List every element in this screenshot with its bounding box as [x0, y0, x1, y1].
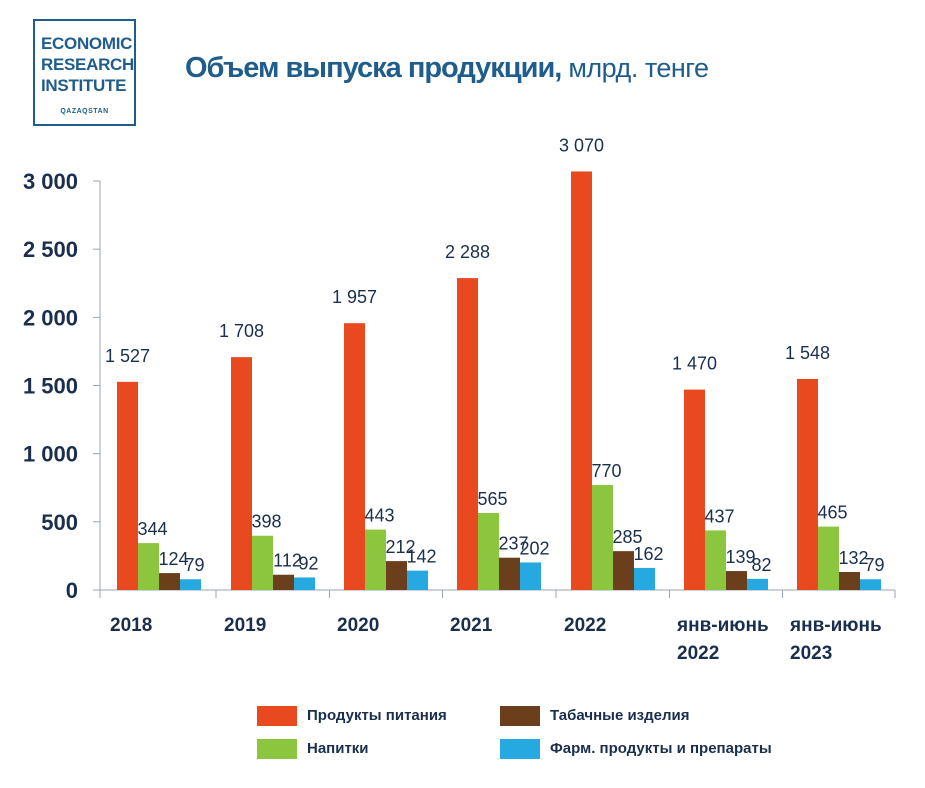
x-tick-label: 2020: [337, 615, 379, 636]
bar: [180, 579, 201, 590]
y-tick-label: 2 000: [23, 305, 78, 330]
bar: [457, 278, 478, 590]
bar: [138, 543, 159, 590]
logo-line-3: INSTITUTE: [41, 76, 127, 95]
x-tick-label: 2021: [450, 615, 493, 636]
bar: [386, 561, 407, 590]
chart-title: Объем выпуска продукции, млрд. тенге: [185, 52, 709, 85]
bar: [747, 578, 768, 590]
bar: [684, 389, 705, 590]
bar: [478, 512, 499, 590]
data-label: 770: [591, 461, 621, 481]
legend-swatch: [500, 706, 540, 726]
data-label: 237: [498, 534, 528, 554]
bar: [705, 530, 726, 590]
bar: [231, 357, 252, 590]
data-label: 202: [519, 538, 549, 558]
bar: [344, 323, 365, 590]
bar: [839, 572, 860, 590]
bar: [797, 378, 818, 590]
logo-line-1: ECONOMIC: [41, 34, 133, 53]
data-label: 2 288: [445, 242, 490, 262]
y-tick-label: 1 000: [23, 442, 78, 467]
data-label: 398: [251, 512, 281, 532]
data-label: 212: [385, 537, 415, 557]
bar: [499, 557, 520, 590]
data-label: 132: [838, 548, 868, 568]
x-tick-label: янв-июнь: [676, 615, 769, 636]
y-tick-label: 500: [41, 510, 78, 535]
logo-bottom-border: [33, 124, 136, 126]
data-label: 285: [612, 527, 642, 547]
logo: ECONOMIC RESEARCH INSTITUTE QAZAQSTAN: [33, 19, 136, 126]
bar: [520, 562, 541, 590]
data-label: 443: [364, 506, 394, 526]
data-label: 124: [158, 549, 188, 569]
bar: [571, 171, 592, 590]
chart-title-main: Объем выпуска продукции,: [185, 52, 562, 84]
bar: [117, 381, 138, 590]
data-label: 465: [817, 503, 847, 523]
data-label: 1 708: [219, 321, 264, 341]
data-label: 79: [184, 555, 204, 575]
y-tick-label: 0: [66, 578, 78, 603]
logo-line-2: RESEARCH: [41, 55, 135, 74]
legend-label: Табачные изделия: [550, 707, 690, 724]
bar: [860, 579, 881, 590]
bar: [294, 577, 315, 590]
x-tick-label: 2022: [677, 643, 719, 664]
legend-swatch: [500, 739, 540, 759]
legend-swatch: [257, 739, 297, 759]
x-tick-label: янв-июнь: [789, 615, 882, 636]
x-tick-label: 2022: [564, 615, 606, 636]
data-label: 437: [704, 506, 734, 526]
bar: [407, 570, 428, 590]
bar: [252, 535, 273, 590]
data-label: 1 548: [785, 343, 830, 363]
bar: [592, 485, 613, 590]
data-label: 92: [298, 553, 318, 573]
x-tick-label: 2023: [790, 643, 832, 664]
data-label: 1 470: [672, 354, 717, 374]
bar: [726, 571, 747, 590]
data-label: 344: [137, 519, 167, 539]
data-label: 1 527: [105, 346, 150, 366]
data-label: 139: [725, 547, 755, 567]
data-label: 1 957: [332, 287, 377, 307]
data-label: 162: [633, 544, 663, 564]
y-tick-label: 1 500: [23, 374, 78, 399]
bar: [613, 551, 634, 590]
logo-subtitle: QAZAQSTAN: [60, 108, 109, 115]
x-tick-label: 2018: [110, 615, 152, 636]
legend-swatch: [257, 706, 297, 726]
legend-label: Фарм. продукты и препараты: [550, 740, 772, 757]
data-label: 82: [751, 555, 771, 575]
bar: [159, 573, 180, 590]
bar: [818, 526, 839, 590]
logo-top-border: [33, 19, 136, 21]
chart-title-unit: млрд. тенге: [561, 53, 709, 83]
y-tick-label: 3 000: [23, 169, 78, 194]
data-label: 112: [273, 551, 302, 571]
legend-label: Продукты питания: [307, 707, 447, 724]
legend-label: Напитки: [307, 740, 369, 757]
bar: [634, 567, 655, 590]
data-label: 3 070: [559, 135, 604, 155]
data-label: 79: [864, 555, 884, 575]
bar: [273, 574, 294, 590]
data-label: 565: [477, 489, 507, 509]
bar: [365, 529, 386, 590]
x-tick-label: 2019: [224, 615, 266, 636]
y-tick-label: 2 500: [23, 237, 78, 262]
data-label: 142: [406, 547, 436, 567]
